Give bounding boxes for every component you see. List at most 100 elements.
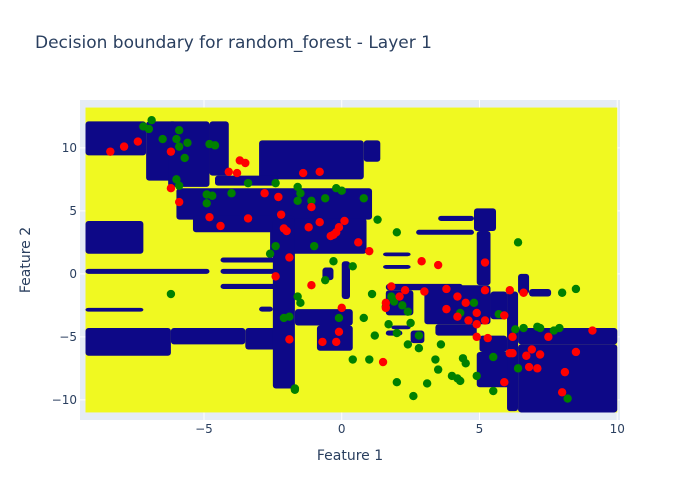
heatmap-class-0-region-40 (476, 351, 510, 388)
point-series-1-60 (500, 311, 509, 320)
point-series-1-18 (276, 210, 286, 219)
point-series-1-13 (274, 192, 283, 202)
heatmap-class-0-region-32 (438, 215, 474, 221)
point-series-1-61 (505, 286, 514, 295)
point-series-0-6 (174, 142, 184, 151)
point-series-1-3 (166, 147, 176, 156)
point-series-1-0 (106, 147, 115, 156)
point-series-1-1 (119, 142, 129, 151)
point-series-1-21 (304, 223, 313, 232)
point-series-0-43 (398, 301, 407, 310)
point-series-0-60 (392, 378, 402, 387)
point-series-0-31 (265, 249, 275, 258)
point-series-0-10 (210, 141, 220, 150)
x-tick-label-0: −5 (195, 422, 213, 436)
point-series-0-45 (403, 307, 413, 316)
point-series-1-9 (315, 167, 324, 177)
point-series-1-29 (365, 246, 374, 256)
point-series-0-82 (563, 394, 572, 403)
heatmap-class-0-region-12 (85, 307, 144, 312)
point-series-1-59 (480, 258, 490, 267)
point-series-1-5 (241, 158, 250, 168)
heatmap-class-0-region-18 (220, 283, 282, 289)
point-series-0-23 (321, 194, 330, 203)
point-series-1-58 (480, 286, 490, 295)
point-series-0-34 (321, 275, 330, 285)
point-series-1-47 (442, 284, 451, 294)
point-series-1-55 (480, 316, 490, 325)
point-series-0-58 (447, 371, 457, 381)
point-series-0-18 (271, 178, 280, 188)
point-series-0-28 (392, 228, 402, 237)
heatmap-class-0-region-16 (220, 257, 282, 263)
point-series-0-22 (293, 196, 302, 205)
point-series-0-16 (227, 189, 236, 198)
x-axis-title: Feature 1 (317, 448, 383, 464)
point-series-0-17 (243, 178, 253, 188)
chart-title: Decision boundary for random_forest - La… (35, 33, 432, 53)
point-series-0-47 (359, 313, 368, 323)
point-series-0-80 (557, 288, 567, 297)
heatmap-class-0-region-14 (170, 328, 246, 345)
heatmap-class-0-region-35 (476, 231, 491, 286)
point-series-1-15 (205, 212, 214, 222)
point-series-0-72 (456, 376, 465, 386)
point-series-1-12 (260, 189, 269, 198)
point-series-1-35 (332, 337, 341, 347)
point-series-0-21 (307, 196, 316, 205)
point-series-0-81 (571, 284, 581, 294)
point-series-1-71 (560, 367, 570, 377)
point-series-0-56 (431, 355, 440, 364)
point-series-0-37 (296, 298, 305, 308)
y-tick-label-4: 10 (62, 141, 77, 155)
point-series-0-39 (279, 313, 289, 323)
point-series-1-76 (508, 349, 517, 358)
point-series-1-17 (216, 221, 225, 231)
point-series-1-56 (472, 332, 481, 342)
point-series-1-2 (133, 137, 143, 146)
point-series-1-54 (472, 308, 481, 318)
point-series-0-49 (370, 331, 379, 340)
point-series-0-29 (271, 241, 280, 251)
point-series-1-26 (334, 223, 344, 232)
point-series-0-59 (433, 365, 443, 374)
point-series-0-52 (414, 331, 424, 340)
point-series-1-28 (354, 238, 363, 247)
point-series-1-32 (307, 280, 316, 290)
point-series-1-10 (166, 183, 176, 193)
point-series-0-46 (334, 313, 344, 323)
point-series-0-1 (147, 115, 156, 125)
point-series-0-27 (373, 215, 382, 224)
point-series-0-42 (389, 297, 399, 306)
heatmap-class-0-region-42 (518, 328, 618, 345)
point-series-1-75 (500, 378, 509, 387)
point-series-0-48 (384, 320, 393, 329)
y-tick-label-2: 0 (69, 267, 77, 281)
point-series-1-45 (433, 260, 443, 270)
point-series-1-74 (588, 326, 597, 335)
point-series-0-33 (348, 262, 357, 271)
point-series-1-20 (282, 226, 291, 236)
heatmap-class-0-region-22 (294, 309, 353, 326)
y-tick-label-1: −5 (59, 330, 77, 344)
point-series-0-74 (511, 325, 520, 334)
point-series-0-26 (359, 194, 368, 203)
point-series-1-44 (417, 257, 426, 266)
point-series-0-35 (166, 289, 176, 299)
point-series-0-86 (458, 354, 468, 363)
point-series-1-50 (442, 304, 451, 314)
point-series-0-84 (513, 364, 523, 373)
point-series-1-69 (533, 364, 542, 373)
heatmap-class-0-region-44 (518, 273, 530, 295)
y-tick-label-0: −10 (52, 393, 77, 407)
point-series-1-7 (232, 168, 242, 178)
point-series-1-67 (535, 350, 545, 359)
heatmap-class-0-region-24 (341, 261, 350, 300)
point-series-1-8 (298, 168, 308, 178)
point-series-0-25 (337, 186, 346, 195)
point-series-0-36 (293, 292, 302, 301)
heatmap-class-0-region-11 (85, 268, 210, 274)
point-series-0-5 (174, 126, 184, 135)
axis-ticks: −5 0 5 10 −10 −5 0 5 10 (52, 141, 625, 436)
point-series-1-52 (464, 316, 473, 325)
